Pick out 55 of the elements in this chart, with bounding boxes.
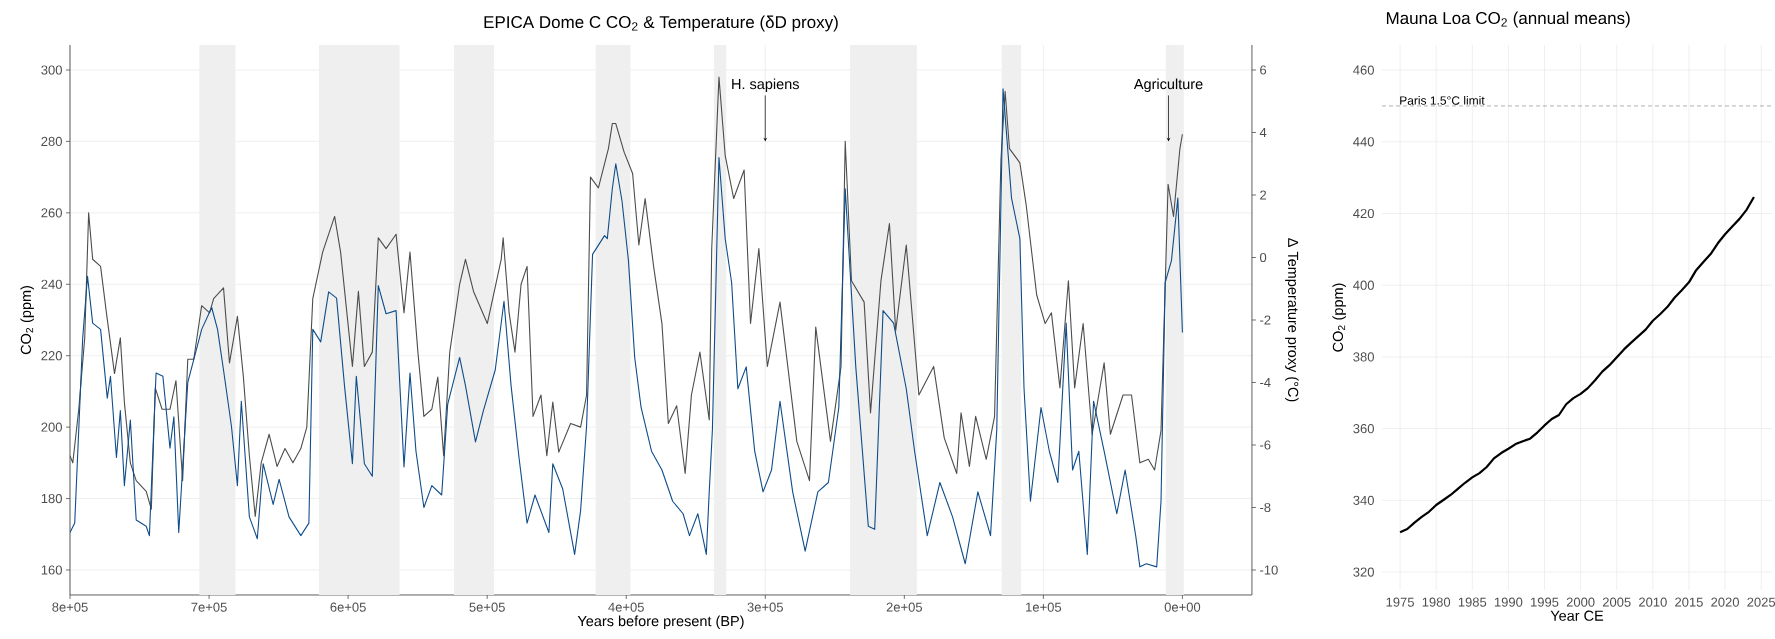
- y2-tick-label: -6: [1260, 440, 1271, 450]
- y2-tick-label: 2: [1260, 190, 1267, 200]
- x-tick-label: 2005: [1602, 597, 1631, 607]
- x-tick-label: 7e+05: [191, 602, 227, 612]
- annotation: H. sapiens: [732, 78, 799, 93]
- y2-tick-label: -10: [1260, 565, 1278, 575]
- y2-tick-label: -2: [1260, 315, 1271, 325]
- y-tick-label: 440: [1353, 137, 1374, 147]
- y-tick-label: 280: [41, 136, 62, 147]
- x-tick-label: 2020: [1711, 597, 1740, 607]
- y2-tick-label: -4: [1260, 378, 1271, 387]
- x-tick-label: 1980: [1422, 597, 1451, 607]
- x-tick-label: 1e+05: [1026, 602, 1062, 612]
- y-tick-label: 420: [1353, 208, 1374, 219]
- y2-tick-label: 6: [1260, 65, 1267, 75]
- x-axis-title: Year CE: [1550, 610, 1604, 621]
- x-tick-label: 2000: [1566, 597, 1595, 607]
- x-tick-label: 4e+05: [608, 602, 644, 612]
- y-tick-label: 200: [41, 422, 62, 432]
- x-tick-label: 1975: [1386, 597, 1414, 607]
- x-tick-label: 6e+05: [330, 602, 366, 612]
- y-axis-title: CO$_{2}$ (ppm): [1332, 283, 1346, 352]
- chart-title: Mauna Loa CO$_{2}$ (annual means): [1386, 11, 1630, 28]
- y-tick-label: 160: [41, 565, 62, 575]
- y-axis-title: CO$_{2}$ (ppm): [20, 285, 34, 355]
- x-tick-label: 2e+05: [886, 602, 923, 612]
- y-tick-label: 400: [1353, 280, 1374, 290]
- annotation: Agriculture: [1133, 78, 1203, 93]
- y-tick-label: 460: [1353, 65, 1374, 75]
- y2-tick-label: 0: [1259, 252, 1267, 263]
- y-tick-label: 180: [41, 493, 62, 504]
- x-tick-label: 8e+05: [52, 602, 88, 612]
- x-tick-label: 2025: [1747, 597, 1775, 607]
- ref-line-label: Paris 1.5°C limit: [1400, 95, 1485, 105]
- y-tick-label: 300: [41, 65, 62, 75]
- y2-tick-label: -8: [1260, 502, 1271, 513]
- chart-title: EPICA Dome C CO$_{2}$ & Temperature (δD proxy): [484, 15, 838, 32]
- x-axis-title: Years before present (BP): [577, 615, 744, 630]
- y-tick-label: 260: [41, 208, 62, 218]
- y-tick-label: 240: [41, 279, 62, 289]
- y-tick-label: 220: [41, 351, 62, 361]
- y2-tick-label: 4: [1259, 128, 1267, 137]
- x-tick-label: 1985: [1458, 597, 1487, 607]
- y2-axis-title: Δ Temperature proxy (°C): [1285, 238, 1299, 402]
- x-tick-label: 1990: [1494, 597, 1523, 607]
- x-tick-label: 5e+05: [469, 602, 505, 612]
- y-tick-label: 360: [1353, 424, 1374, 434]
- x-tick-label: 2010: [1639, 597, 1667, 607]
- y-tick-label: 340: [1353, 495, 1374, 505]
- y-tick-label: 380: [1353, 352, 1374, 362]
- x-tick-label: 0e+00: [1164, 602, 1201, 612]
- x-tick-label: 3e+05: [747, 602, 783, 612]
- y-tick-label: 320: [1353, 567, 1374, 577]
- x-tick-label: 2015: [1675, 597, 1703, 607]
- x-tick-label: 1995: [1531, 597, 1559, 607]
